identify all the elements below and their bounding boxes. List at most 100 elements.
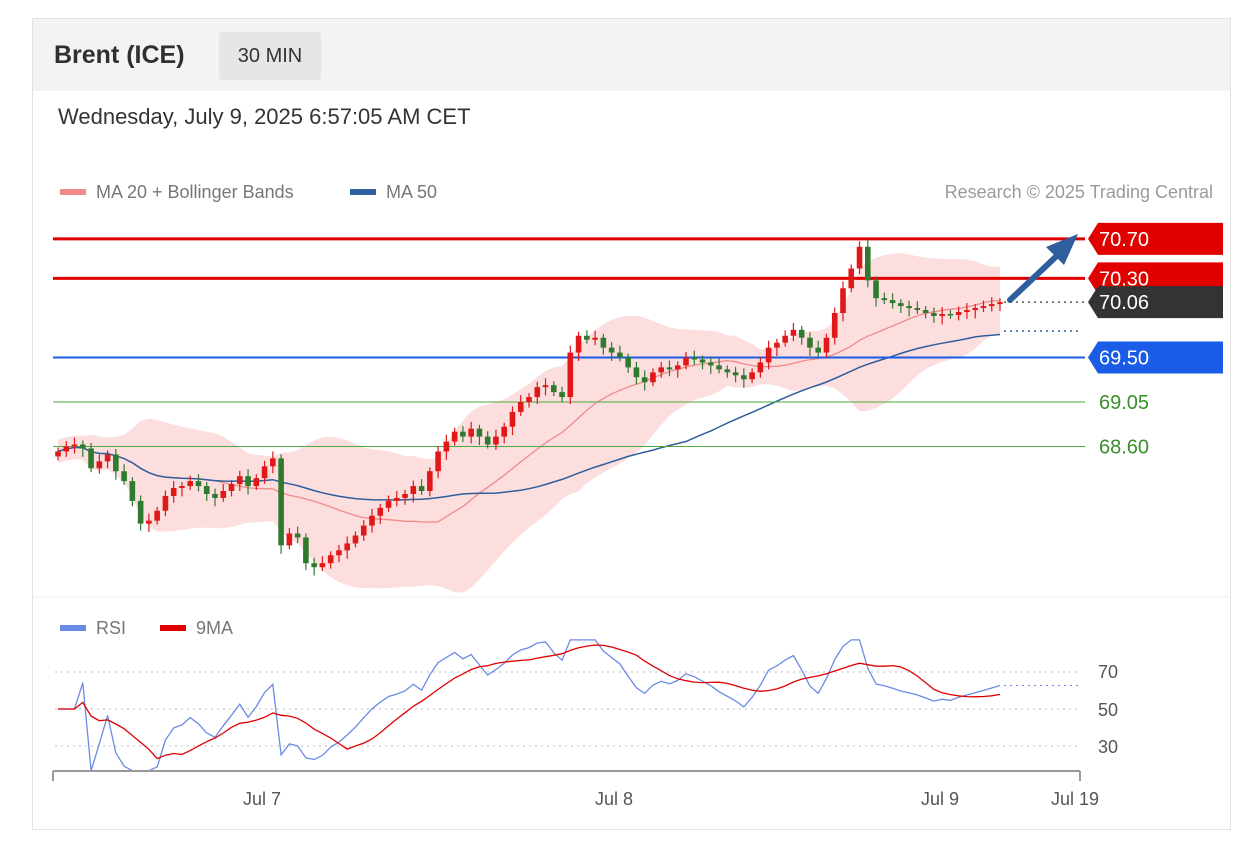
legend-rsi: RSI [60, 618, 126, 639]
rsi-pane: 70 50 30 [55, 639, 1118, 772]
candle-body [220, 491, 227, 498]
candle-body [303, 537, 309, 564]
candle-body [146, 520, 152, 524]
candle-body [71, 444, 78, 447]
price-level-label: 70.30 [1099, 268, 1149, 290]
candle-body [699, 359, 706, 363]
x-tick-jul9: Jul 9 [921, 789, 959, 809]
candle-body [96, 461, 103, 469]
candle-body [443, 441, 450, 452]
legend-9ma: 9MA [160, 618, 233, 639]
candle-body [369, 515, 375, 526]
candle-body [559, 392, 565, 398]
candle-body [179, 486, 185, 489]
candle-body [790, 329, 797, 336]
candle-body [212, 493, 218, 498]
timeframe-badge[interactable]: 30 MIN [219, 32, 321, 80]
candle-body [203, 486, 210, 494]
candle-body [716, 365, 722, 370]
candle-body [831, 313, 838, 338]
candle-body [344, 543, 351, 551]
candle-body [625, 357, 631, 368]
price-level-label: 68.60 [1099, 437, 1149, 459]
candle-body [898, 303, 904, 307]
candles [55, 239, 1003, 576]
candle-body [162, 495, 169, 511]
candle-body [55, 451, 61, 457]
candle-body [955, 312, 962, 315]
legend-label-ma50: MA 50 [386, 182, 438, 202]
candle-body [278, 458, 284, 546]
candle-body [460, 431, 466, 437]
candle-body [526, 397, 532, 402]
candle-body [336, 550, 342, 556]
rsi-tick-30: 30 [1098, 737, 1118, 757]
candle-body [691, 357, 698, 360]
moving-averages [57, 299, 1001, 523]
candle-body [592, 337, 598, 340]
candle-body [63, 446, 70, 452]
candle-body [972, 308, 979, 311]
candle-body [864, 246, 871, 281]
candle-body [584, 335, 590, 340]
candle-body [385, 500, 392, 508]
rsi-tick-50: 50 [1098, 700, 1118, 720]
candle-body [228, 484, 235, 491]
candle-body [104, 454, 111, 462]
legend-ma50: MA 50 [350, 182, 437, 203]
candle-body [964, 310, 970, 313]
candle-body [170, 488, 177, 496]
candle-body [650, 372, 656, 383]
candle-body [352, 535, 359, 544]
candle-body [765, 347, 772, 363]
candle-body [856, 246, 863, 269]
candle-body [666, 367, 673, 370]
rsi-9ma-line [58, 644, 1001, 760]
candle-body [939, 313, 945, 316]
candle-body [484, 436, 491, 445]
candle-body [154, 510, 160, 521]
x-tick-jul19: Jul 19 [1051, 789, 1099, 809]
candle-body [906, 306, 912, 309]
candle-body [253, 478, 260, 487]
candle-body [914, 308, 921, 311]
candle-body [435, 451, 441, 472]
candle-body [187, 481, 194, 487]
candle-body [600, 337, 607, 348]
candle-body [393, 497, 400, 501]
candle-body [658, 367, 665, 373]
candle-body [319, 563, 326, 568]
candle-body [327, 555, 334, 564]
copyright-text: Research © 2025 Trading Central [944, 182, 1213, 202]
legend-swatch-ma20 [60, 188, 86, 195]
candle-body [931, 313, 937, 316]
candle-body [889, 300, 896, 304]
candle-body [567, 352, 574, 398]
candle-body [195, 481, 202, 487]
candle-body [427, 471, 433, 491]
candle-body [418, 486, 425, 491]
price-level-label: 69.50 [1099, 348, 1149, 370]
candle-body [451, 431, 458, 442]
x-tick-jul8: Jul 8 [595, 789, 633, 809]
candle-body [741, 375, 747, 380]
candle-body [674, 365, 681, 370]
legend-swatch-ma50 [350, 188, 376, 195]
candle-body [988, 304, 995, 307]
candle-body [617, 352, 623, 358]
candle-body [113, 454, 119, 472]
candle-body [997, 302, 1003, 305]
candle-body [798, 329, 805, 338]
price-level-tag [1088, 222, 1223, 255]
candle-body [501, 426, 508, 437]
candle-body [947, 313, 954, 316]
bollinger-band-area [58, 253, 1000, 593]
candle-body [493, 436, 499, 445]
candle-body [360, 525, 367, 536]
candle-body [245, 476, 251, 487]
price-level-label: 69.05 [1099, 392, 1149, 414]
price-level-label: 70.70 [1099, 229, 1149, 251]
candle-body [633, 367, 640, 378]
chart-header: Brent (ICE) 30 MIN [33, 19, 1230, 91]
